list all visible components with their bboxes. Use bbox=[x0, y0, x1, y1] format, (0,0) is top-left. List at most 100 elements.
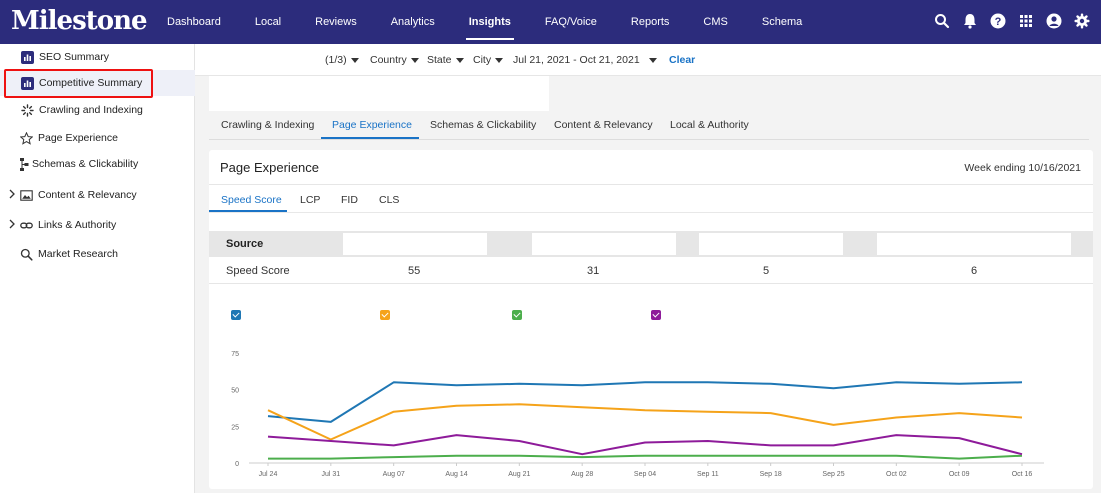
x-tick-label: Sep 18 bbox=[760, 471, 782, 478]
tab-page-experience[interactable]: Page Experience bbox=[332, 119, 412, 131]
speed-score-value: 6 bbox=[971, 265, 978, 277]
speed-score-value: 55 bbox=[408, 265, 421, 277]
nav-analytics[interactable]: Analytics bbox=[390, 16, 435, 28]
chevron-right-icon[interactable] bbox=[8, 189, 18, 202]
state-dropdown[interactable]: State bbox=[427, 54, 464, 66]
sidebar-item-label: Crawling and Indexing bbox=[39, 104, 143, 116]
sidebar-item-label: Market Research bbox=[38, 248, 118, 260]
sidebar-item-seo-summary[interactable]: SEO Summary bbox=[0, 44, 195, 70]
app-logo[interactable]: Milestone bbox=[11, 6, 148, 36]
chevron-right-icon[interactable] bbox=[8, 219, 18, 232]
apps-grid-icon[interactable] bbox=[1017, 12, 1035, 30]
sidebar-item-label: Schemas & Clickability bbox=[32, 158, 139, 170]
state-label: State bbox=[427, 54, 452, 66]
line-chart-svg: 0 25 50 75 Jul 24 Jul 31 Aug 07 Aug 14 Aug 21 Aug… bbox=[231, 351, 1044, 478]
nav-dashboard[interactable]: Dashboard bbox=[167, 16, 221, 28]
y-tick-label: 0 bbox=[235, 461, 239, 468]
source-name-cell bbox=[699, 233, 843, 255]
pager-dropdown[interactable]: (1/3) bbox=[325, 54, 359, 66]
week-ending-label: Week ending 10/16/2021 bbox=[964, 162, 1081, 174]
nav-reports[interactable]: Reports bbox=[630, 16, 670, 28]
sidebar-item-content-relevancy[interactable]: Content & Relevancy bbox=[0, 182, 195, 208]
nav-schema[interactable]: Schema bbox=[761, 16, 803, 28]
speed-score-row: Speed Score 55 31 5 6 bbox=[209, 258, 1093, 284]
subtab-lcp[interactable]: LCP bbox=[300, 194, 321, 206]
x-tick-label: Oct 09 bbox=[949, 471, 970, 478]
sidebar-item-competitive-summary[interactable]: Competitive Summary bbox=[0, 70, 195, 96]
filter-bar: (1/3) Country State City Jul 21, 2021 - … bbox=[195, 44, 1101, 76]
nav-reviews[interactable]: Reviews bbox=[315, 16, 357, 28]
source-name-cell bbox=[532, 233, 676, 255]
star-outline-icon bbox=[19, 131, 34, 145]
sidebar-item-crawling-and-indexing[interactable]: Crawling and Indexing bbox=[0, 97, 195, 123]
section-tabs: Crawling & Indexing Page Experience Sche… bbox=[209, 114, 1089, 140]
sidebar-item-label: SEO Summary bbox=[39, 51, 110, 63]
sidebar-item-market-research[interactable]: Market Research bbox=[0, 241, 195, 267]
caret-down-icon bbox=[495, 57, 504, 63]
help-icon[interactable]: ? bbox=[989, 12, 1007, 30]
schema-tree-icon bbox=[20, 157, 29, 171]
card-title: Page Experience bbox=[220, 160, 320, 175]
x-tick-label: Jul 31 bbox=[321, 471, 340, 478]
x-tick-label: Oct 02 bbox=[886, 471, 907, 478]
legend-checkbox-series-1[interactable] bbox=[231, 310, 241, 320]
top-icon-group: ? bbox=[933, 12, 1091, 30]
series-line-1[interactable] bbox=[267, 381, 1023, 423]
tab-schemas-clickability[interactable]: Schemas & Clickability bbox=[430, 119, 537, 131]
x-tick-label: Sep 11 bbox=[697, 471, 719, 478]
sidebar-item-schemas-clickability[interactable]: Schemas & Clickability bbox=[0, 151, 195, 177]
caret-down-icon bbox=[350, 57, 359, 63]
sidebar-item-label: Page Experience bbox=[38, 132, 118, 144]
sidebar-item-links-authority[interactable]: Links & Authority bbox=[0, 212, 195, 238]
tab-local-authority[interactable]: Local & Authority bbox=[670, 119, 749, 131]
image-icon bbox=[20, 189, 33, 202]
speed-score-value: 5 bbox=[763, 265, 770, 277]
speed-score-value: 31 bbox=[587, 265, 600, 277]
subtab-cls[interactable]: CLS bbox=[379, 194, 400, 206]
subtab-speed-score[interactable]: Speed Score bbox=[221, 194, 282, 206]
x-tick-label: Jul 24 bbox=[259, 471, 278, 478]
series-line-3[interactable] bbox=[268, 454, 1023, 460]
legend-checkbox-series-3[interactable] bbox=[512, 310, 522, 320]
speed-score-label: Speed Score bbox=[226, 265, 290, 277]
nav-local[interactable]: Local bbox=[254, 16, 282, 28]
x-tick-label: Aug 28 bbox=[571, 471, 593, 478]
series-line-4[interactable] bbox=[267, 434, 1023, 456]
tab-crawling-indexing[interactable]: Crawling & Indexing bbox=[221, 119, 315, 131]
x-tick-label: Sep 25 bbox=[822, 471, 844, 478]
date-range-dropdown[interactable]: Jul 21, 2021 - Oct 21, 2021 bbox=[513, 54, 657, 66]
country-dropdown[interactable]: Country bbox=[370, 54, 419, 66]
active-subtab-indicator bbox=[209, 210, 287, 212]
legend-checkbox-series-4[interactable] bbox=[651, 310, 661, 320]
divider bbox=[209, 212, 1093, 213]
sidebar-item-page-experience[interactable]: Page Experience bbox=[0, 125, 195, 151]
account-icon[interactable] bbox=[1045, 12, 1063, 30]
country-label: Country bbox=[370, 54, 407, 66]
legend-checkbox-series-2[interactable] bbox=[380, 310, 390, 320]
search-icon bbox=[20, 248, 33, 261]
nav-faq-voice[interactable]: FAQ/Voice bbox=[544, 16, 597, 28]
x-tick-label: Aug 14 bbox=[445, 471, 467, 478]
top-nav-bar: Milestone Dashboard Local Reviews Analyt… bbox=[0, 0, 1101, 44]
source-name-cell bbox=[343, 233, 487, 255]
caret-down-icon bbox=[410, 57, 419, 63]
series-line-2[interactable] bbox=[267, 403, 1023, 441]
city-dropdown[interactable]: City bbox=[473, 54, 504, 66]
bell-icon[interactable] bbox=[961, 12, 979, 30]
settings-gear-icon[interactable] bbox=[1073, 12, 1091, 30]
bar-chart-icon bbox=[21, 76, 34, 90]
main-content: (1/3) Country State City Jul 21, 2021 - … bbox=[195, 44, 1101, 493]
spinner-icon bbox=[21, 103, 34, 117]
tab-content-relevancy[interactable]: Content & Relevancy bbox=[554, 119, 653, 131]
x-tick-label: Sep 04 bbox=[634, 471, 656, 478]
y-tick-label: 75 bbox=[231, 351, 239, 358]
search-icon[interactable] bbox=[933, 12, 951, 30]
subtab-fid[interactable]: FID bbox=[341, 194, 358, 206]
nav-insights[interactable]: Insights bbox=[452, 0, 528, 44]
sidebar-item-label: Content & Relevancy bbox=[38, 189, 137, 201]
clear-filters-link[interactable]: Clear bbox=[669, 54, 696, 66]
source-name-cell bbox=[877, 233, 1071, 255]
divider bbox=[209, 184, 1093, 185]
nav-cms[interactable]: CMS bbox=[703, 16, 728, 28]
svg-text:?: ? bbox=[995, 16, 1002, 28]
